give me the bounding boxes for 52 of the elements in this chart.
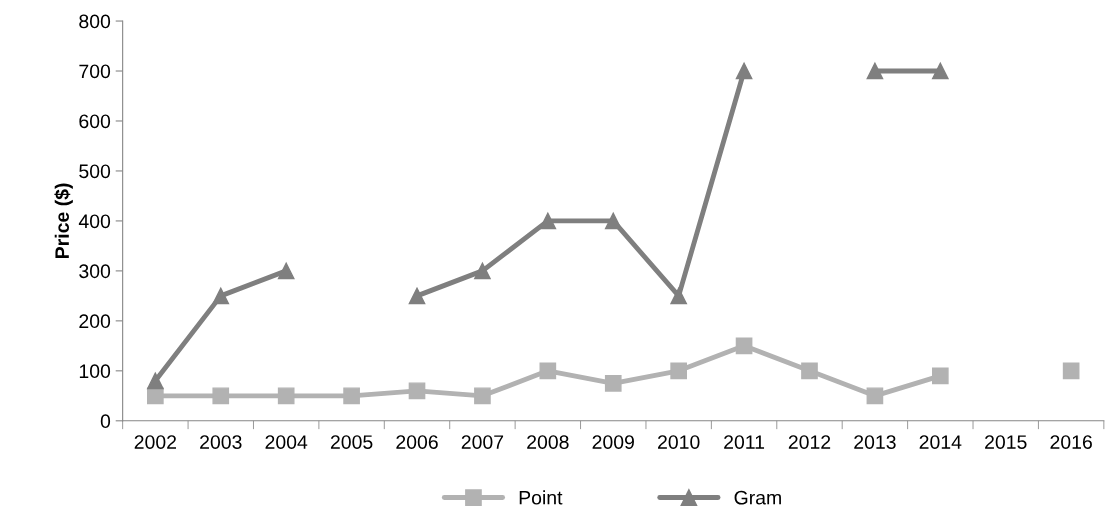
point bbox=[735, 62, 753, 80]
y-axis-title: Price ($) bbox=[54, 183, 73, 258]
y-tick-label: 600 bbox=[79, 114, 111, 129]
y-tick-label: 0 bbox=[100, 414, 111, 429]
x-tick-label: 2012 bbox=[788, 435, 831, 449]
x-tick-label: 2005 bbox=[330, 435, 373, 449]
point bbox=[343, 387, 360, 405]
x-tick-label: 2008 bbox=[527, 435, 569, 449]
x-tick-label: 2006 bbox=[396, 435, 438, 449]
point bbox=[474, 262, 491, 280]
x-tick-label: 2011 bbox=[724, 435, 765, 449]
point bbox=[866, 62, 884, 80]
y-tick-label: 500 bbox=[79, 164, 111, 179]
x-tick-label: 2015 bbox=[985, 435, 1027, 449]
x-tick-label: 2013 bbox=[854, 435, 896, 449]
x-tick-label: 2016 bbox=[1050, 435, 1092, 449]
point bbox=[408, 287, 426, 305]
point bbox=[604, 374, 622, 392]
y-tick-label: 800 bbox=[79, 14, 111, 29]
y-tick-label: 400 bbox=[78, 214, 111, 229]
point bbox=[670, 362, 687, 380]
point bbox=[801, 362, 818, 380]
point bbox=[931, 367, 949, 385]
point bbox=[539, 212, 557, 230]
point bbox=[931, 62, 949, 80]
point bbox=[212, 287, 230, 305]
y-tick-label: 200 bbox=[79, 314, 111, 329]
point bbox=[147, 387, 164, 405]
x-tick-label: 2003 bbox=[200, 435, 242, 449]
x-tick-label: 2002 bbox=[134, 435, 177, 449]
point bbox=[408, 382, 426, 400]
x-tick-label: 2004 bbox=[265, 435, 308, 449]
point bbox=[539, 362, 557, 380]
point bbox=[277, 387, 295, 405]
point bbox=[147, 372, 164, 390]
point bbox=[277, 262, 295, 280]
x-tick-label: 2014 bbox=[919, 435, 962, 449]
point bbox=[670, 287, 687, 305]
legend-label: Gram bbox=[734, 490, 781, 505]
point bbox=[1062, 362, 1080, 380]
y-tick-label: 300 bbox=[79, 264, 111, 279]
x-tick-label: 2009 bbox=[592, 435, 634, 449]
point bbox=[735, 337, 753, 355]
point bbox=[474, 387, 491, 405]
x-tick-label: 2007 bbox=[461, 435, 504, 449]
x-tick-label: 2010 bbox=[658, 435, 700, 449]
y-tick-label: 100 bbox=[79, 364, 111, 379]
point bbox=[212, 387, 230, 405]
point bbox=[866, 387, 884, 405]
y-tick-label: 700 bbox=[79, 64, 111, 79]
legend-label: Point bbox=[519, 490, 563, 505]
point bbox=[604, 212, 622, 230]
